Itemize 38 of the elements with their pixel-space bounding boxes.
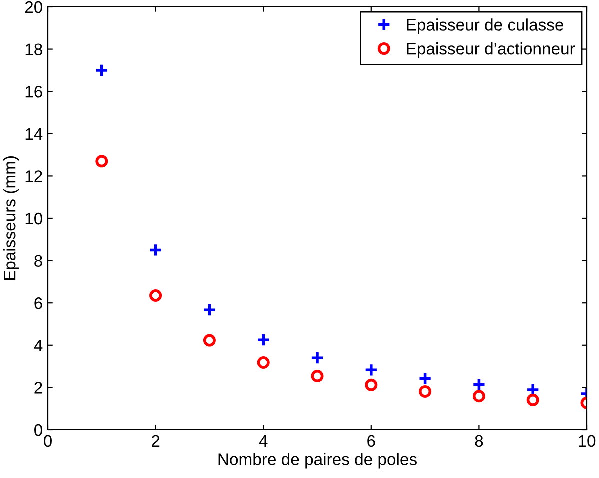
point [202, 303, 217, 318]
point [419, 385, 432, 398]
point [96, 155, 108, 168]
point [203, 334, 216, 347]
y-tick-label: 2 [34, 382, 42, 394]
point [148, 243, 163, 258]
point [257, 356, 270, 369]
x-tick-label: 10 [579, 435, 596, 448]
point [310, 351, 324, 366]
point [94, 64, 109, 78]
y-tick-label: 14 [26, 128, 43, 140]
point [472, 378, 486, 392]
x-tick-label: 4 [259, 435, 268, 447]
point [364, 363, 378, 378]
y-tick-label: 6 [34, 298, 42, 310]
y-tick-label: 20 [25, 1, 42, 14]
point [311, 370, 324, 383]
legend-label: Epaisseur de culasse [407, 18, 564, 34]
x-tick-label: 0 [44, 435, 52, 448]
point [365, 378, 378, 392]
x-axis-title: Nombre de paires de poles [218, 453, 417, 469]
point [418, 372, 432, 386]
legend-label: Epaisseur d’actionneur [407, 42, 576, 58]
y-axis-title: Epaisseurs (mm) [4, 156, 20, 280]
point [526, 394, 540, 406]
point [472, 390, 486, 403]
point [256, 333, 271, 348]
y-tick-label: 16 [26, 86, 42, 98]
x-tick-label: 6 [368, 435, 376, 448]
x-tick-label: 8 [475, 435, 484, 448]
point [150, 289, 162, 302]
y-tick-label: 10 [26, 212, 42, 225]
y-tick-label: 4 [34, 340, 43, 352]
x-tick-label: 2 [152, 435, 160, 447]
y-tick-label: 0 [34, 424, 42, 436]
y-tick-label: 18 [26, 44, 42, 56]
y-tick-label: 12 [26, 170, 42, 182]
y-tick-label: 8 [34, 255, 42, 268]
